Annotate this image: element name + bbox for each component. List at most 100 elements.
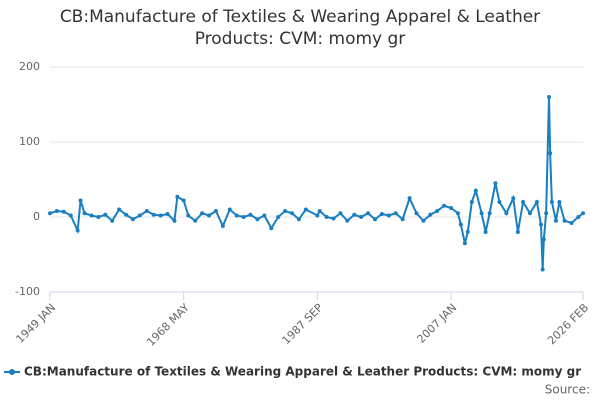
point — [435, 209, 440, 213]
point — [54, 209, 59, 213]
point — [130, 217, 135, 222]
point — [534, 200, 539, 204]
point — [449, 206, 454, 210]
point — [172, 218, 177, 223]
point — [442, 203, 447, 208]
point — [483, 230, 488, 234]
point — [547, 95, 552, 99]
point — [497, 200, 502, 204]
point — [515, 230, 520, 234]
point — [283, 209, 288, 213]
point — [400, 217, 405, 222]
point — [458, 222, 463, 227]
point — [317, 209, 322, 213]
point — [181, 198, 186, 203]
point — [220, 224, 225, 228]
point — [276, 215, 281, 219]
point — [469, 200, 474, 204]
point — [262, 213, 267, 218]
point — [207, 213, 212, 218]
point — [576, 215, 581, 219]
y-tick-label: -100 — [15, 285, 40, 298]
point — [296, 217, 301, 222]
point — [61, 209, 66, 214]
point — [48, 211, 52, 216]
point — [393, 211, 398, 216]
point — [68, 213, 73, 218]
point — [549, 200, 554, 204]
point — [540, 267, 545, 272]
point — [462, 241, 467, 246]
point — [379, 212, 384, 216]
y-tick-label: 100 — [19, 135, 40, 148]
y-tick-label: 200 — [19, 60, 40, 73]
point — [255, 217, 260, 222]
point — [548, 151, 553, 156]
point — [78, 198, 83, 203]
point — [421, 218, 426, 223]
legend-label: CB:Manufacture of Textiles & Wearing App… — [24, 365, 581, 379]
y-tick-label: 0 — [33, 210, 40, 223]
point — [248, 212, 253, 217]
point — [504, 211, 509, 216]
point — [493, 181, 498, 186]
x-tick-label: 2007 JAN — [415, 301, 460, 346]
point — [553, 218, 558, 223]
point — [557, 200, 562, 204]
point — [541, 237, 546, 242]
point — [372, 217, 377, 222]
point — [544, 211, 549, 216]
point — [75, 228, 80, 233]
point — [137, 213, 142, 218]
x-tick-label: 1987 SEP — [280, 301, 326, 347]
point — [465, 230, 470, 234]
point — [241, 215, 246, 219]
x-tick-label: 1949 JAN — [13, 301, 58, 346]
point — [213, 209, 218, 213]
point — [117, 207, 122, 212]
point — [227, 207, 232, 212]
point — [345, 218, 350, 223]
point — [511, 196, 516, 201]
point — [103, 212, 108, 217]
point — [89, 213, 94, 218]
point — [581, 211, 585, 216]
point — [338, 211, 343, 216]
point — [303, 207, 308, 212]
point — [331, 216, 336, 221]
point — [165, 212, 170, 216]
point — [521, 200, 526, 204]
point — [366, 211, 371, 216]
point — [200, 211, 205, 216]
point — [538, 222, 543, 227]
point — [407, 196, 412, 201]
source: Source: — [545, 383, 590, 397]
point — [186, 213, 191, 218]
point — [269, 226, 274, 231]
point — [569, 221, 574, 225]
point — [386, 213, 391, 218]
point — [96, 215, 101, 219]
point — [359, 215, 364, 219]
point — [144, 209, 149, 213]
point — [151, 212, 156, 217]
x-tick-label: 2026 FEB — [545, 301, 591, 347]
point — [428, 212, 433, 217]
point — [158, 213, 163, 218]
point — [124, 212, 129, 217]
x-tick-label: 1968 MAY — [144, 301, 192, 349]
point — [193, 218, 198, 223]
chart-title: CB:Manufacture of Textiles & Wearing App… — [59, 7, 541, 49]
point — [414, 211, 419, 216]
point — [290, 211, 295, 216]
point — [527, 211, 532, 216]
point — [175, 194, 180, 199]
point — [82, 211, 87, 216]
point — [234, 213, 239, 218]
point — [562, 218, 567, 223]
point — [352, 212, 357, 217]
point — [455, 211, 460, 216]
point — [110, 218, 115, 223]
